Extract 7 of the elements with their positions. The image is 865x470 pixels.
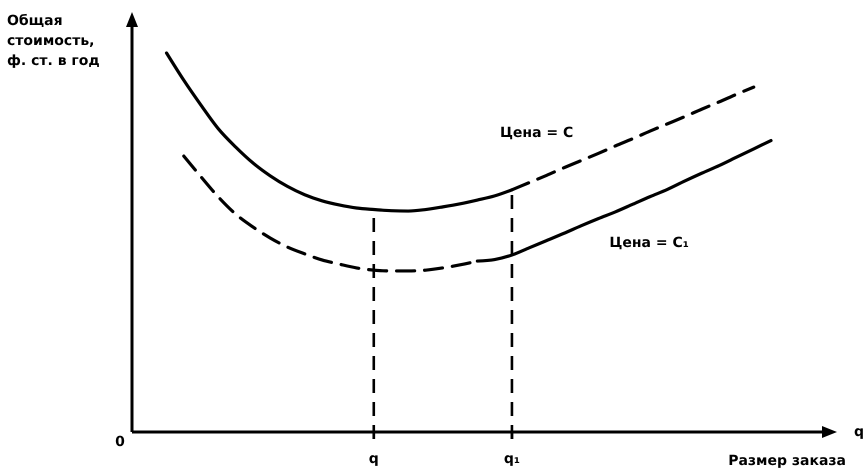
x-axis-title: Размер заказа: [728, 453, 846, 469]
series-label: Цена = C: [500, 124, 574, 141]
series-label: Цена = C₁: [609, 235, 689, 252]
y-axis-title: Общая стоимость, ф. ст. в год: [7, 13, 100, 69]
text: 0: [115, 434, 126, 450]
text: q: [854, 424, 864, 440]
x-tick-label: q₁: [504, 451, 520, 467]
